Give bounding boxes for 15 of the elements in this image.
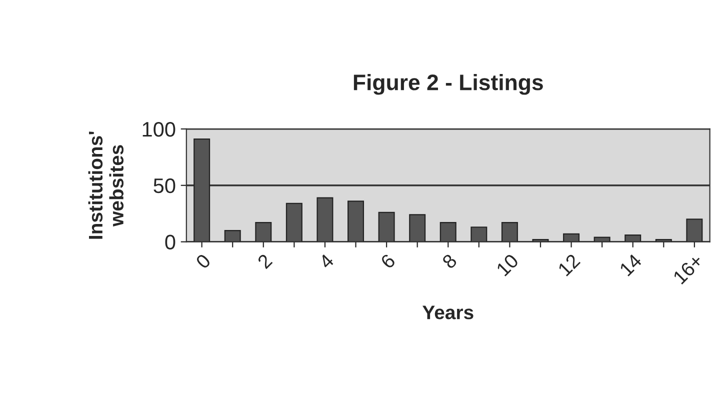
x-tick-label: 14 bbox=[619, 253, 642, 276]
x-tick-label: 8 bbox=[441, 253, 458, 270]
y-axis-title: Institutions' websites bbox=[88, 132, 124, 239]
y-tick-label: 50 bbox=[154, 178, 176, 194]
x-tick-label: 12 bbox=[557, 253, 581, 276]
x-tick-label: 4 bbox=[318, 253, 335, 270]
x-axis-title: Years bbox=[422, 306, 474, 320]
x-tick-label: 16+ bbox=[672, 253, 704, 285]
y-tick-label: 100 bbox=[142, 122, 176, 137]
x-tick-label: 6 bbox=[380, 253, 396, 270]
y-tick-label: 0 bbox=[165, 234, 176, 250]
x-tick-label: 0 bbox=[195, 253, 212, 270]
x-tick-label: 10 bbox=[496, 253, 520, 277]
chart-title: Figure 2 - Listings bbox=[354, 74, 543, 95]
x-tick-label: 2 bbox=[256, 253, 273, 270]
